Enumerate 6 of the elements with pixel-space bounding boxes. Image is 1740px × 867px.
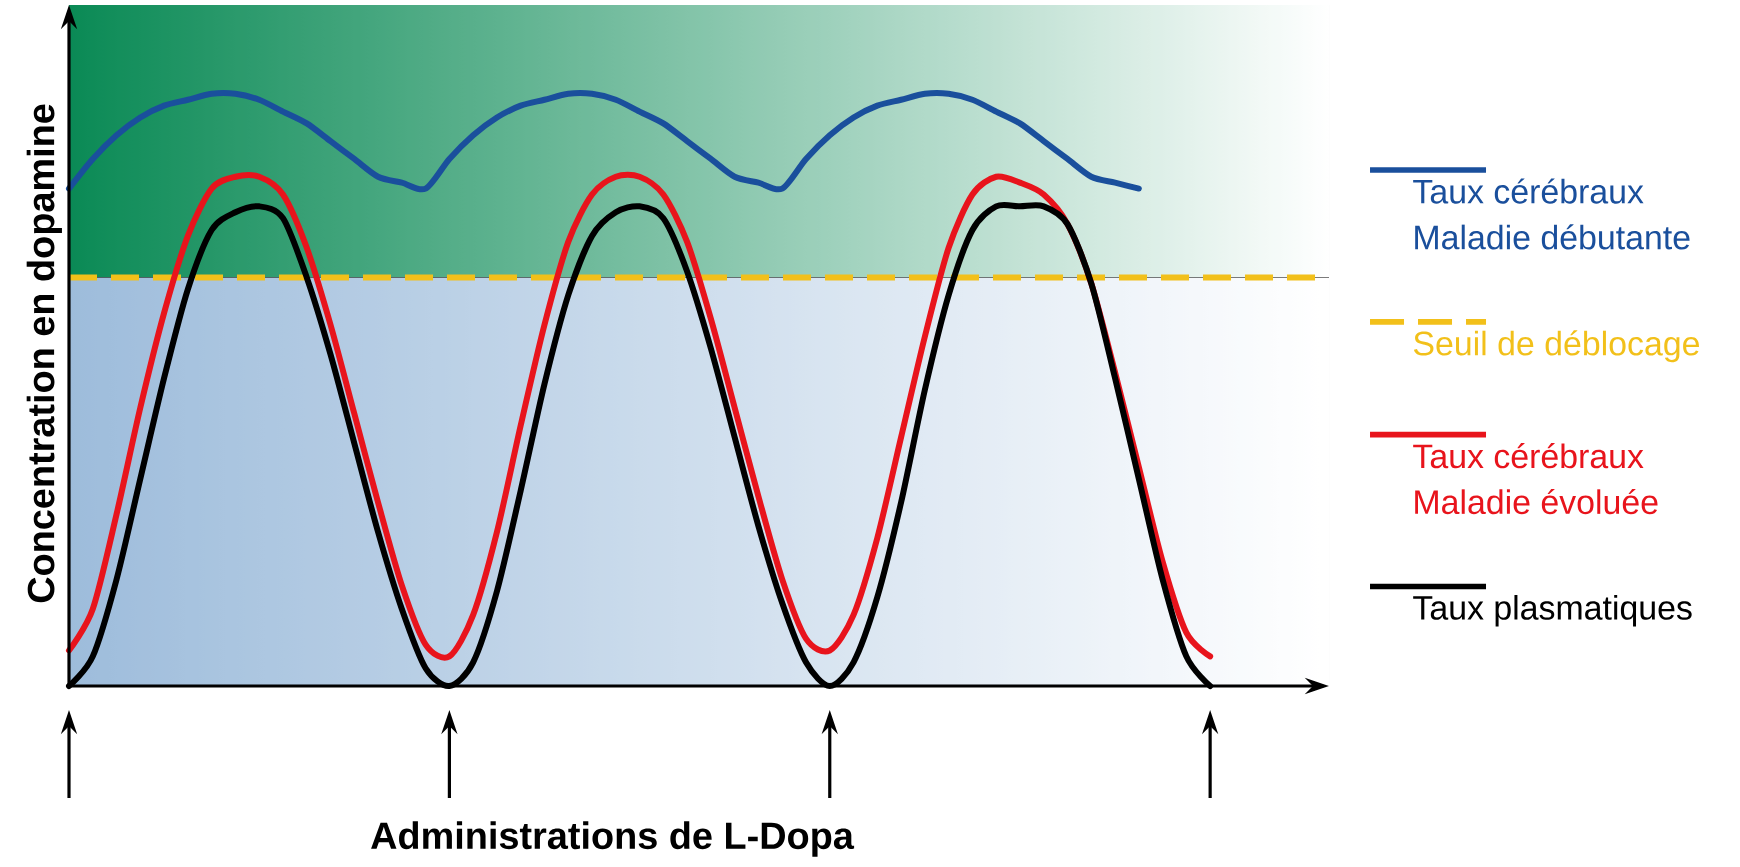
legend-label: Taux plasmatiques — [1413, 594, 1692, 627]
legend-label: Taux cérébraux Maladie évoluée — [1413, 443, 1658, 515]
y-axis-title: Concentration en dopamine — [26, 104, 62, 603]
legend-label: Seuil de déblocage — [1413, 330, 1699, 363]
legend-label: Taux cérébraux Maladie débutante — [1413, 178, 1690, 250]
x-axis-title: Administrations de L-Dopa — [371, 821, 855, 857]
